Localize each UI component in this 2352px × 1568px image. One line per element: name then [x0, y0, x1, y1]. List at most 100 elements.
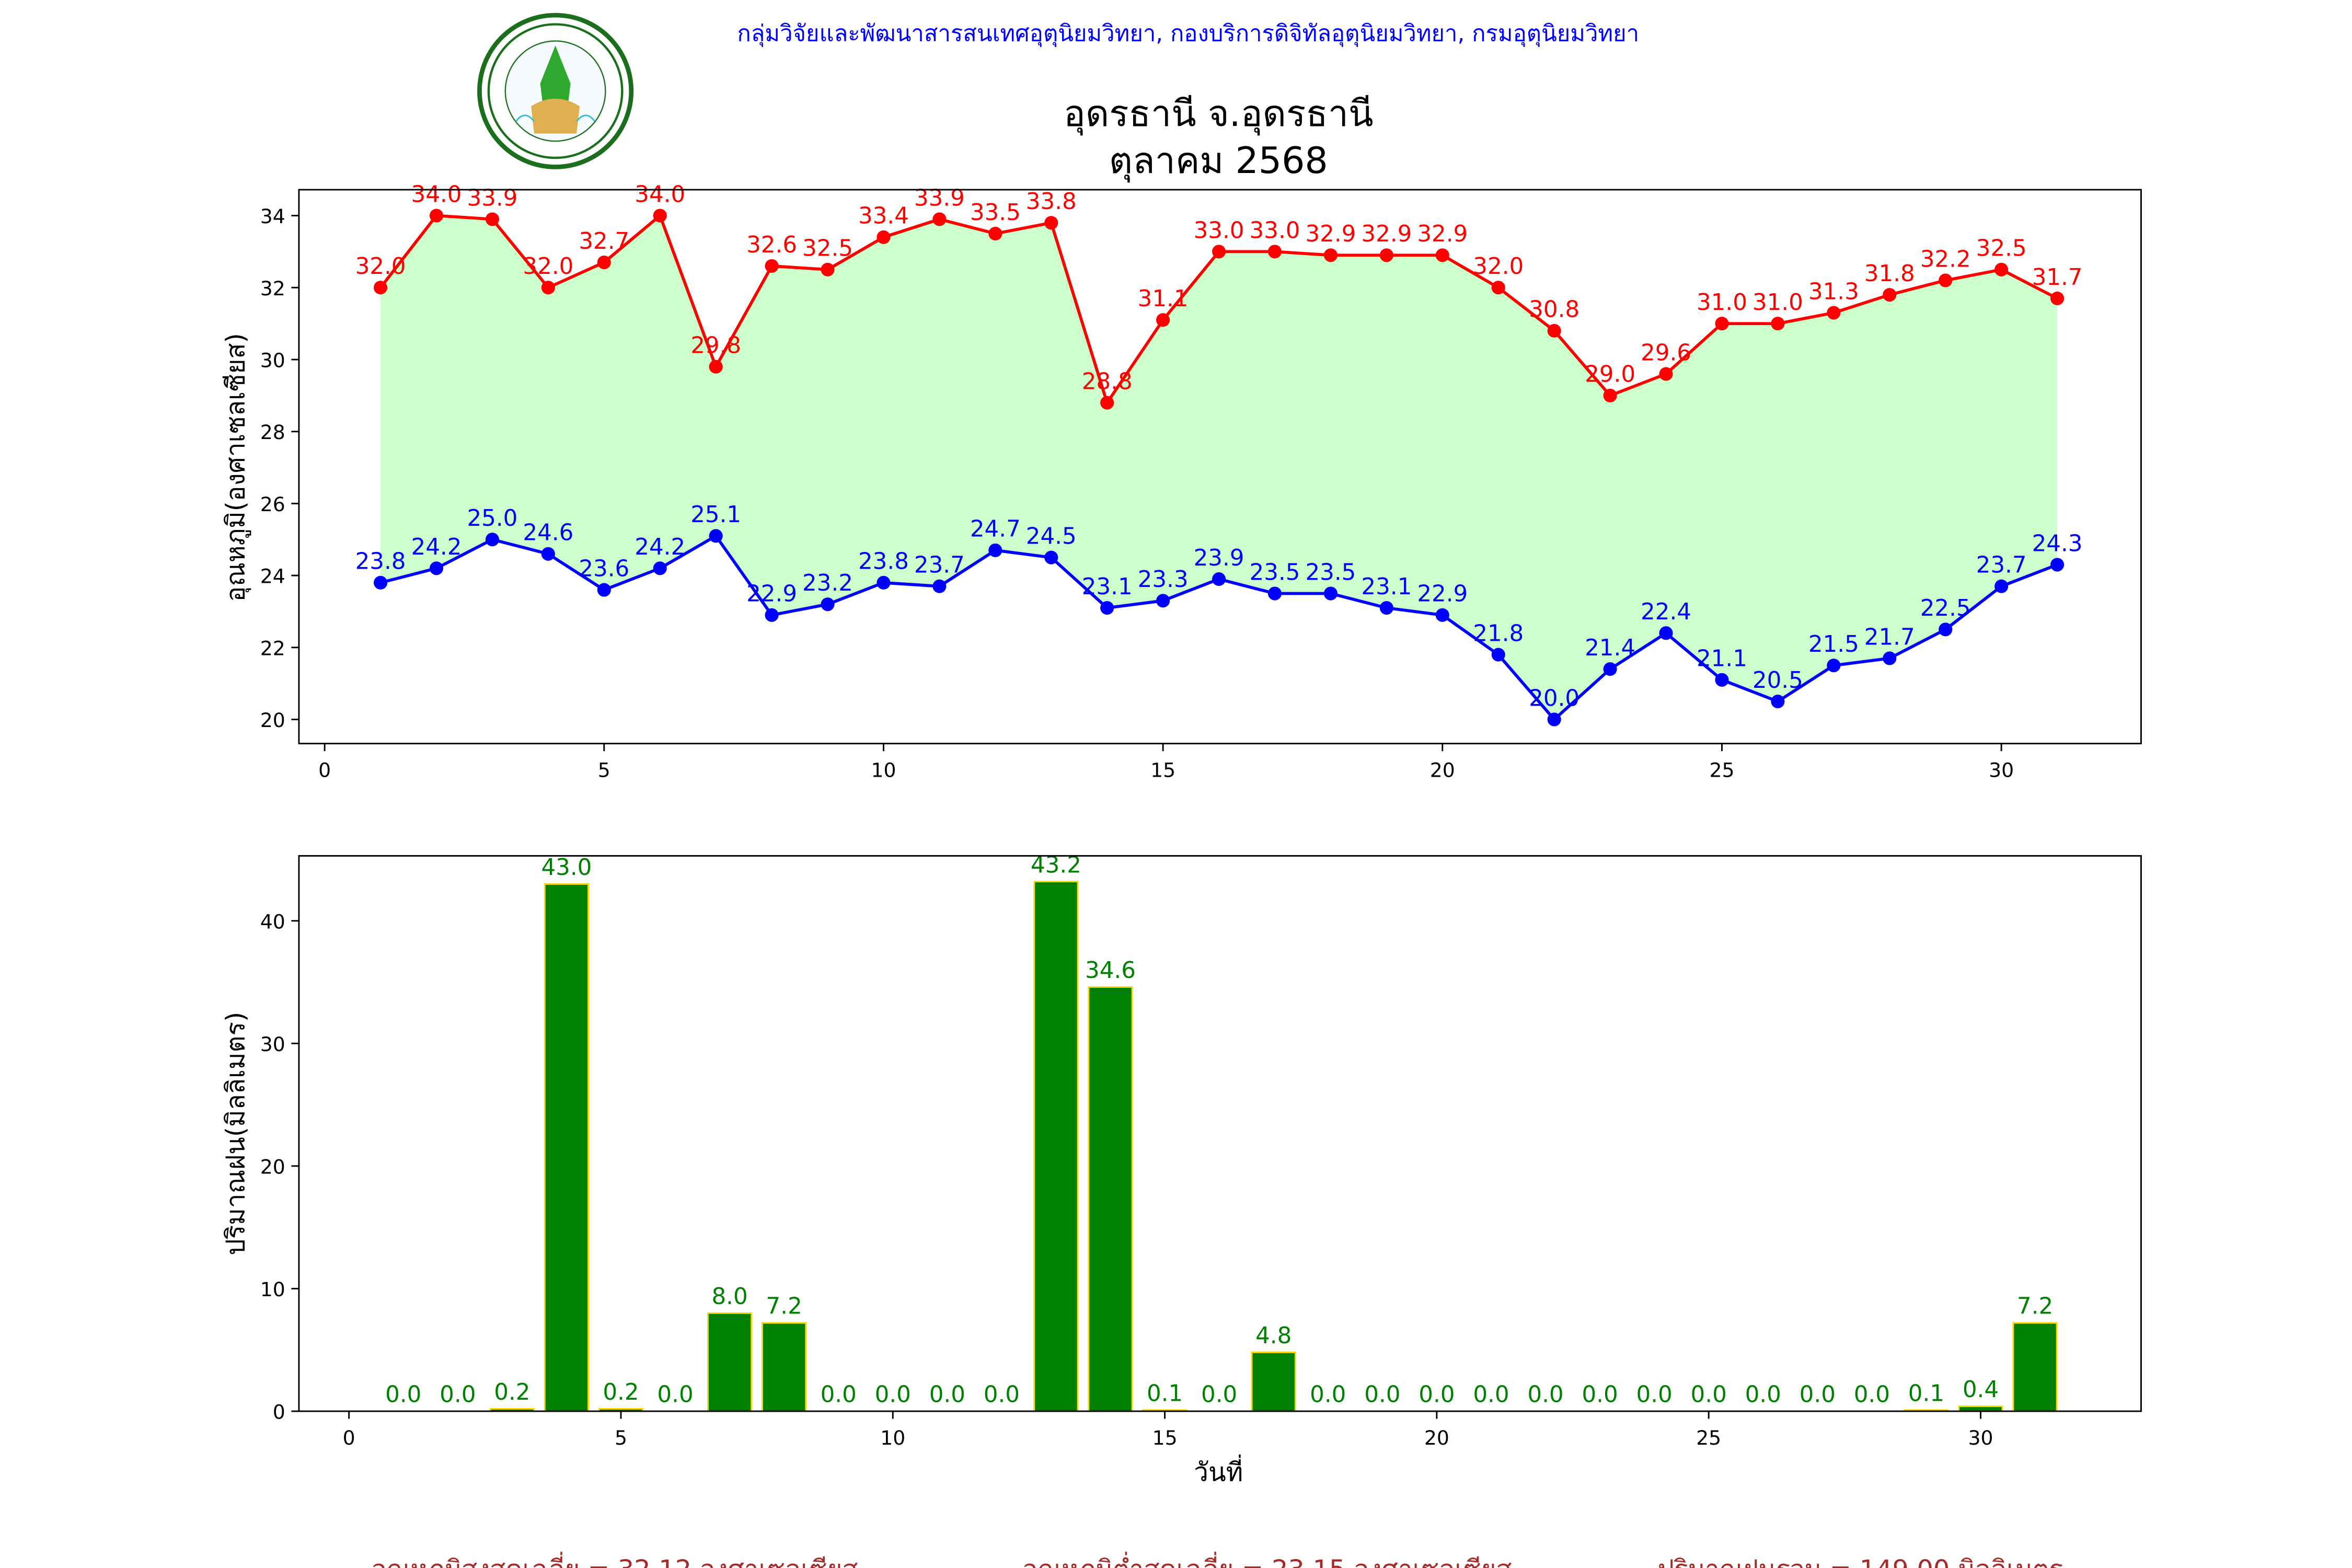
rain-bar-label: 0.0 — [1691, 1382, 1727, 1408]
max-temp-label: 33.5 — [970, 200, 1021, 226]
y-tick-label: 10 — [260, 1278, 285, 1301]
min-temp-label: 23.6 — [579, 556, 629, 582]
rainfall-chart: 0 5 10 15 20 25 30 0 10 20 30 40 0.0 0.0 0.2 43.0 0.2 0.0… — [260, 852, 2142, 1449]
y-tick-label: 32 — [260, 277, 285, 300]
min-temp-point — [1883, 651, 1897, 665]
min-temp-label: 22.9 — [746, 581, 797, 607]
x-tick-label: 25 — [1709, 758, 1734, 781]
max-temp-label: 29.8 — [690, 333, 741, 359]
rain-bar-label: 0.0 — [385, 1382, 421, 1408]
min-temp-point — [1715, 673, 1729, 687]
max-temp-label: 33.4 — [858, 203, 909, 229]
min-temp-label: 24.3 — [2032, 531, 2083, 557]
max-temp-label: 30.8 — [1529, 297, 1579, 323]
min-temp-point — [765, 608, 779, 622]
x-tick-label: 0 — [318, 758, 331, 781]
logo — [477, 13, 634, 169]
min-temp-point — [709, 529, 723, 543]
min-temp-point — [429, 561, 444, 575]
min-temp-point — [1323, 586, 1338, 601]
rain-bar-label: 34.6 — [1085, 958, 1136, 984]
max-temp-point — [821, 262, 835, 276]
y-tick-label: 34 — [260, 205, 285, 228]
max-temp-label: 32.9 — [1361, 221, 1412, 247]
max-temp-label: 32.5 — [1976, 236, 2027, 262]
x-tick-label: 10 — [880, 1426, 905, 1449]
min-temp-point — [1547, 712, 1561, 727]
max-temp-point — [877, 230, 891, 244]
max-temp-label: 32.5 — [802, 236, 853, 262]
max-temp-point — [1100, 396, 1114, 410]
max-temp-point — [709, 360, 723, 374]
chart-title-line1: อุดรธานี จ.อุดรธานี — [1064, 93, 1374, 136]
min-temp-point — [2050, 558, 2065, 572]
x-tick-label: 30 — [1968, 1426, 1993, 1449]
min-temp-label: 21.8 — [1473, 620, 1524, 647]
max-temp-point — [1771, 317, 1785, 331]
min-temp-label: 21.4 — [1585, 635, 1635, 661]
min-temp-label: 23.1 — [1082, 574, 1133, 600]
min-temp-point — [1994, 579, 2009, 593]
min-temp-point — [653, 561, 667, 575]
max-temp-point — [1547, 324, 1561, 338]
min-temp-label: 22.5 — [1920, 595, 1971, 621]
max-temp-point — [1212, 245, 1226, 259]
rain-bar-label: 0.1 — [1908, 1380, 1944, 1406]
max-temp-point — [1435, 248, 1449, 262]
rain-bar-label: 0.0 — [657, 1382, 693, 1408]
min-temp-point — [485, 533, 499, 547]
max-temp-label: 28.8 — [1082, 368, 1133, 395]
min-temp-point — [373, 575, 388, 590]
min-temp-label: 23.7 — [1976, 552, 2027, 579]
rain-bar-label: 0.1 — [1147, 1380, 1183, 1406]
min-temp-label: 24.6 — [523, 520, 573, 546]
max-temp-point — [653, 209, 667, 223]
x-tick-label: 5 — [598, 758, 610, 781]
min-temp-point — [1044, 550, 1058, 564]
rain-bar — [1033, 881, 1079, 1412]
y-tick-label: 40 — [260, 910, 285, 933]
min-temp-point — [1156, 594, 1170, 608]
max-temp-label: 31.3 — [1808, 279, 1859, 305]
min-temp-point — [1939, 622, 1953, 637]
rain-bar-label: 7.2 — [766, 1294, 802, 1320]
min-temp-label: 25.0 — [467, 505, 517, 532]
min-temp-label: 22.9 — [1417, 581, 1468, 607]
rain-bar-label: 0.2 — [494, 1379, 530, 1405]
rain-bar-label: 0.0 — [440, 1382, 476, 1408]
max-temp-point — [1715, 317, 1729, 331]
min-temp-label: 24.7 — [970, 516, 1021, 543]
rain-bar — [1088, 986, 1133, 1412]
max-temp-label: 34.0 — [635, 181, 685, 207]
chart-title-line2: ตุลาคม 2568 — [1109, 140, 1328, 183]
max-temp-point — [932, 212, 947, 226]
min-temp-label: 24.2 — [411, 534, 462, 560]
rain-bar-label: 0.0 — [1527, 1382, 1563, 1408]
rain-bar-label: 0.0 — [1201, 1382, 1237, 1408]
max-temp-label: 32.0 — [523, 253, 573, 280]
footer-avg-min: อุณหภูมิต่ำสุดเฉลี่ย = 23.15 องศาเซลเซีย… — [1022, 1551, 1512, 1568]
max-temp-point — [1994, 262, 2009, 276]
x-tick-label: 25 — [1696, 1426, 1721, 1449]
footer-avg-max: อุณหภูมิสูงสุดเฉลี่ย = 32.12 องศาเซลเซีย… — [371, 1551, 858, 1568]
rain-bar-label: 0.0 — [1419, 1382, 1455, 1408]
max-temp-label: 33.8 — [1026, 189, 1077, 215]
rain-bar-label: 0.0 — [1800, 1382, 1836, 1408]
min-temp-point — [988, 543, 1002, 557]
min-temp-label: 24.2 — [635, 534, 685, 560]
y-tick-label: 28 — [260, 421, 285, 444]
min-temp-point — [821, 597, 835, 612]
max-temp-label: 31.0 — [1697, 290, 1747, 316]
max-temp-label: 34.0 — [411, 181, 462, 207]
min-temp-point — [1491, 648, 1505, 662]
max-temp-label: 32.0 — [355, 253, 406, 280]
max-temp-point — [1939, 273, 1953, 287]
rain-bar-label: 8.0 — [711, 1284, 747, 1310]
max-temp-label: 29.0 — [1585, 362, 1635, 388]
min-temp-point — [1827, 659, 1841, 673]
max-temp-label: 32.7 — [579, 228, 629, 255]
rain-bar-label: 0.0 — [875, 1382, 911, 1408]
footer-total-rain: ปริมาณฝนรวม = 149.00 มิลลิเมตร — [1658, 1554, 2063, 1568]
max-temp-point — [988, 226, 1002, 241]
